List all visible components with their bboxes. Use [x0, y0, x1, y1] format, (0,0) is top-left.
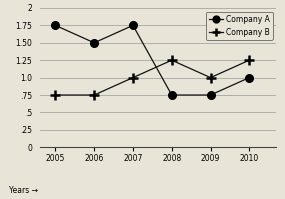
Company A: [54, 24, 57, 26]
Text: Years →: Years →: [9, 186, 38, 195]
Company B: [92, 94, 96, 96]
Line: Company A: Company A: [52, 21, 253, 99]
Company B: [131, 76, 135, 79]
Company B: [248, 59, 251, 61]
Company A: [170, 94, 174, 96]
Company B: [54, 94, 57, 96]
Legend: Company A, Company B: Company A, Company B: [206, 12, 273, 40]
Company A: [209, 94, 212, 96]
Company B: [209, 76, 212, 79]
Company A: [248, 76, 251, 79]
Company B: [170, 59, 174, 61]
Company A: [92, 42, 96, 44]
Company A: [131, 24, 135, 26]
Line: Company B: Company B: [50, 55, 254, 100]
